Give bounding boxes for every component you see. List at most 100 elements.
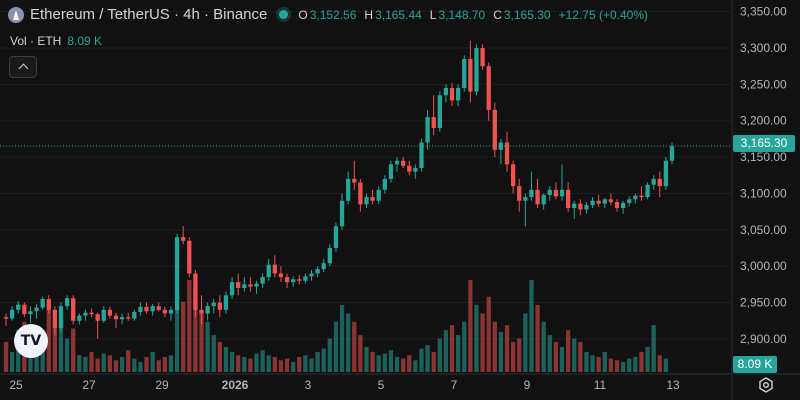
candle-body: [413, 168, 418, 172]
volume-bar: [107, 355, 113, 372]
volume-bar: [101, 353, 106, 372]
volume-bar: [174, 296, 180, 372]
candle-body: [492, 109, 497, 150]
candle-body: [303, 276, 308, 281]
candle-body: [352, 178, 357, 183]
volume-bar: [394, 356, 400, 372]
volume-bar: [272, 356, 277, 372]
volume-bar: [181, 301, 186, 372]
ohlc-values: O 3,152.56 H 3,165.44 L 3,148.70 C 3,165…: [298, 8, 654, 22]
candle-body: [572, 203, 577, 208]
time-tick-label: 25: [9, 378, 23, 392]
low-label: L: [429, 7, 437, 22]
ethereum-coin-icon: [8, 6, 24, 23]
close-label: C: [493, 7, 502, 22]
symbol-title[interactable]: Ethereum / TetherUS · 4h · Binance: [30, 6, 268, 23]
candle-body: [144, 306, 149, 312]
volume-bar: [596, 356, 601, 372]
time-tick-label: 3: [305, 378, 312, 392]
volume-bar: [443, 330, 449, 372]
price-tick-label: 3,250.00: [740, 77, 787, 91]
candle-body: [480, 48, 485, 67]
volume-bar: [620, 361, 626, 372]
volume-bar: [266, 355, 271, 372]
volume-bar: [614, 360, 620, 372]
candle-body: [199, 309, 204, 314]
collapse-legend-button[interactable]: [9, 56, 37, 78]
tradingview-logo[interactable]: TV: [14, 324, 48, 358]
candle-body: [456, 88, 461, 101]
candle-body: [71, 298, 76, 321]
volume-bar: [474, 305, 479, 372]
volume-bar: [492, 321, 497, 372]
volume-bar: [627, 358, 632, 372]
candle-body: [77, 315, 82, 321]
candle-body: [498, 142, 504, 150]
price-tick-label: 3,300.00: [740, 41, 787, 55]
candle-body: [229, 282, 235, 296]
volume-bar: [193, 288, 198, 372]
candle-body: [260, 277, 265, 284]
volume-bar: [449, 325, 455, 372]
volume-bar: [462, 321, 467, 372]
candle-body: [217, 302, 222, 310]
candle-body: [64, 298, 70, 307]
candle-body: [16, 304, 21, 310]
candle-body: [211, 302, 216, 307]
volume-bar: [352, 321, 357, 372]
candle-body: [339, 200, 345, 227]
volume-bar: [425, 345, 430, 372]
candle-body: [46, 298, 51, 310]
volume-bar: [315, 351, 320, 372]
candle-body: [321, 263, 326, 270]
price-tick-label: 3,150.00: [740, 150, 787, 164]
candle-body: [633, 195, 638, 200]
volume-bar: [150, 351, 155, 372]
volume-bar: [64, 338, 70, 372]
candle-body: [541, 194, 546, 205]
candle-body: [627, 199, 632, 203]
candle-body: [578, 203, 583, 210]
volume-bar: [58, 313, 64, 372]
candle-body: [553, 189, 559, 197]
candle-body: [510, 164, 516, 187]
candle-body: [346, 178, 351, 201]
candle-body: [462, 58, 467, 88]
volume-bar: [52, 325, 58, 372]
volume-bar: [321, 348, 326, 372]
volume-bar: [413, 360, 418, 372]
candle-body: [89, 312, 94, 315]
candle-body: [150, 306, 155, 312]
candle-body: [614, 202, 620, 208]
volume-bar: [77, 355, 82, 372]
volume-bar: [510, 341, 516, 372]
candle-body: [297, 279, 302, 281]
volume-bar: [119, 356, 125, 372]
volume-bar: [639, 351, 644, 372]
candle-body: [327, 248, 332, 264]
volume-bar: [401, 358, 406, 372]
candle-body: [278, 273, 284, 278]
candle-body: [193, 273, 198, 310]
candle-body: [236, 282, 241, 288]
volume-bar: [651, 325, 656, 372]
volume-bar: [565, 330, 571, 372]
volume-bar: [645, 346, 650, 372]
volume-bar: [260, 350, 265, 372]
volume-bar: [553, 341, 559, 372]
candle-body: [284, 277, 290, 283]
volume-bar: [388, 350, 394, 372]
candle-body: [248, 284, 253, 287]
volume-bar: [144, 356, 149, 372]
volume-bar: [113, 360, 119, 372]
open-label: O: [298, 7, 308, 22]
candle-body: [34, 307, 39, 312]
volume-bar: [339, 305, 345, 372]
volume-bar: [370, 351, 375, 372]
candle-body: [669, 146, 675, 161]
candle-body: [138, 306, 143, 312]
candle-body: [40, 298, 45, 308]
candle-body: [315, 269, 320, 274]
settings-icon[interactable]: [758, 377, 774, 393]
